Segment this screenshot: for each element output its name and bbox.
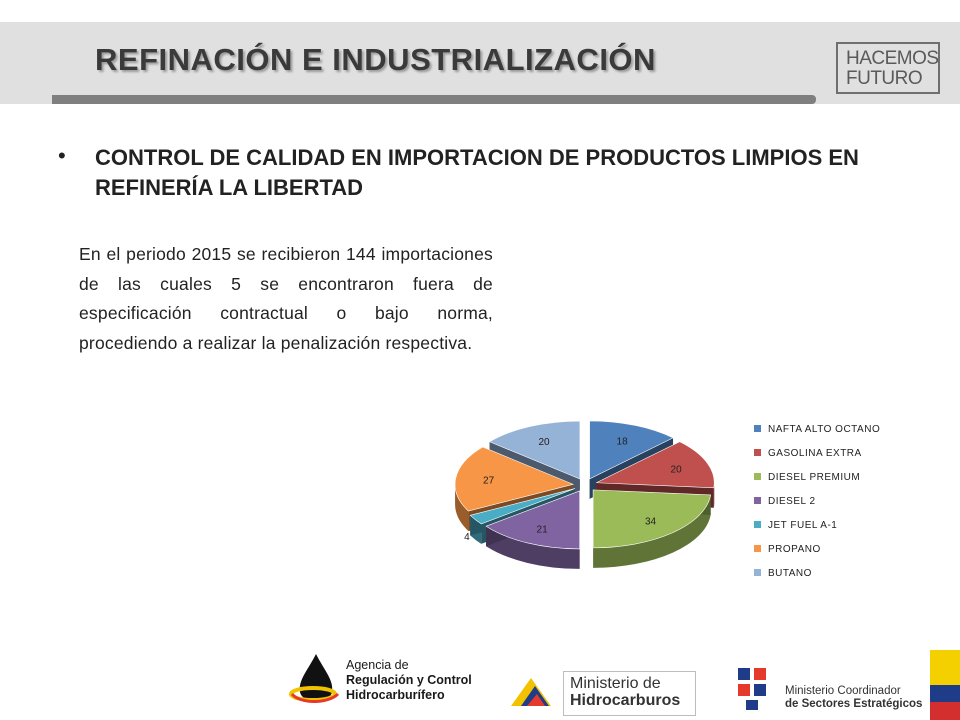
mcse-line-1: Ministerio Coordinador bbox=[785, 685, 901, 697]
legend-label: DIESEL 2 bbox=[768, 496, 816, 507]
pie-slice-side bbox=[455, 484, 469, 532]
page-title: REFINACIÓN E INDUSTRIALIZACIÓN bbox=[95, 42, 656, 77]
pie-data-label: 34 bbox=[645, 517, 657, 528]
mcse-line-2: de Sectores Estratégicos bbox=[785, 698, 923, 710]
pie-data-label: 21 bbox=[537, 524, 549, 535]
legend-swatch bbox=[754, 425, 761, 432]
pie-chart: 18 20 34 21 4 27 20 NAFTA ALTO OCTANO GASOLINA E… bbox=[454, 420, 880, 579]
pie-slice-nafta-alto-octano bbox=[589, 420, 674, 480]
brand-line-1: HACEMOS bbox=[846, 48, 939, 69]
footer-logos bbox=[0, 640, 960, 720]
pie-data-label: 4 bbox=[464, 532, 470, 543]
arch-drop-logo-icon bbox=[289, 654, 340, 703]
header-divider bbox=[52, 95, 816, 104]
legend-swatch bbox=[754, 473, 761, 480]
legend-label: NAFTA ALTO OCTANO bbox=[768, 424, 880, 435]
brand-line-2: FUTURO bbox=[846, 68, 923, 89]
header-band bbox=[0, 22, 960, 104]
legend-swatch bbox=[754, 521, 761, 528]
ecuador-flag-stripe-icon bbox=[930, 650, 960, 720]
ministerio-hidrocarburos-name: Ministerio de Hidrocarburos bbox=[570, 675, 680, 709]
hacemos-futuro-logo: HACEMOS FUTURO bbox=[836, 42, 940, 94]
legend-swatch bbox=[754, 569, 761, 576]
pie-data-label: 20 bbox=[538, 437, 550, 448]
legend-label: GASOLINA EXTRA bbox=[768, 448, 862, 459]
mcse-emblem-icon bbox=[738, 668, 766, 710]
legend-label: DIESEL PREMIUM bbox=[768, 472, 860, 483]
pie-slice-diesel-2 bbox=[485, 490, 580, 550]
ministerio-hidrocarburos-emblem-icon bbox=[511, 678, 551, 706]
minh-line-2: Hidrocarburos bbox=[570, 692, 681, 709]
legend-swatch bbox=[754, 497, 761, 504]
pie-data-label: 18 bbox=[617, 436, 629, 447]
pie-slice-jet-fuel-a-1 bbox=[469, 488, 575, 525]
pie-data-label: 27 bbox=[483, 476, 495, 487]
pie-slice-diesel-premium bbox=[592, 489, 712, 549]
pie-slice-side bbox=[593, 494, 711, 568]
legend-swatch bbox=[754, 545, 761, 552]
arch-line-3: Hidrocarburífero bbox=[346, 688, 445, 702]
pie-slice-side bbox=[486, 526, 580, 569]
pie-slice-butano bbox=[488, 420, 581, 480]
legend-label: JET FUEL A-1 bbox=[768, 520, 837, 531]
pie-slice-gasolina-extra bbox=[596, 441, 715, 489]
summary-paragraph: En el periodo 2015 se recibieron 144 imp… bbox=[79, 244, 493, 353]
section-heading: CONTROL DE CALIDAD EN IMPORTACION DE PRO… bbox=[95, 145, 859, 200]
mcse-name: Ministerio Coordinador de Sectores Estra… bbox=[785, 685, 922, 711]
arch-line-2: Regulación y Control bbox=[346, 673, 472, 687]
legend-label: PROPANO bbox=[768, 544, 821, 555]
legend-swatch bbox=[754, 449, 761, 456]
arch-line-1: Agencia de bbox=[346, 658, 409, 672]
arch-agency-name: Agencia de Regulación y Control Hidrocar… bbox=[346, 658, 472, 703]
pie-top-layer: 18 20 34 21 4 27 20 bbox=[454, 420, 715, 550]
bullet-icon: • bbox=[58, 143, 66, 168]
pie-slice-propano bbox=[454, 446, 575, 512]
pie-data-label: 20 bbox=[671, 464, 683, 475]
legend-label: BUTANO bbox=[768, 568, 812, 579]
minh-line-1: Ministerio de bbox=[570, 675, 661, 692]
ministerio-hidrocarburos-frame bbox=[563, 671, 696, 716]
chart-legend: NAFTA ALTO OCTANO GASOLINA EXTRA DIESEL PR… bbox=[754, 424, 880, 579]
